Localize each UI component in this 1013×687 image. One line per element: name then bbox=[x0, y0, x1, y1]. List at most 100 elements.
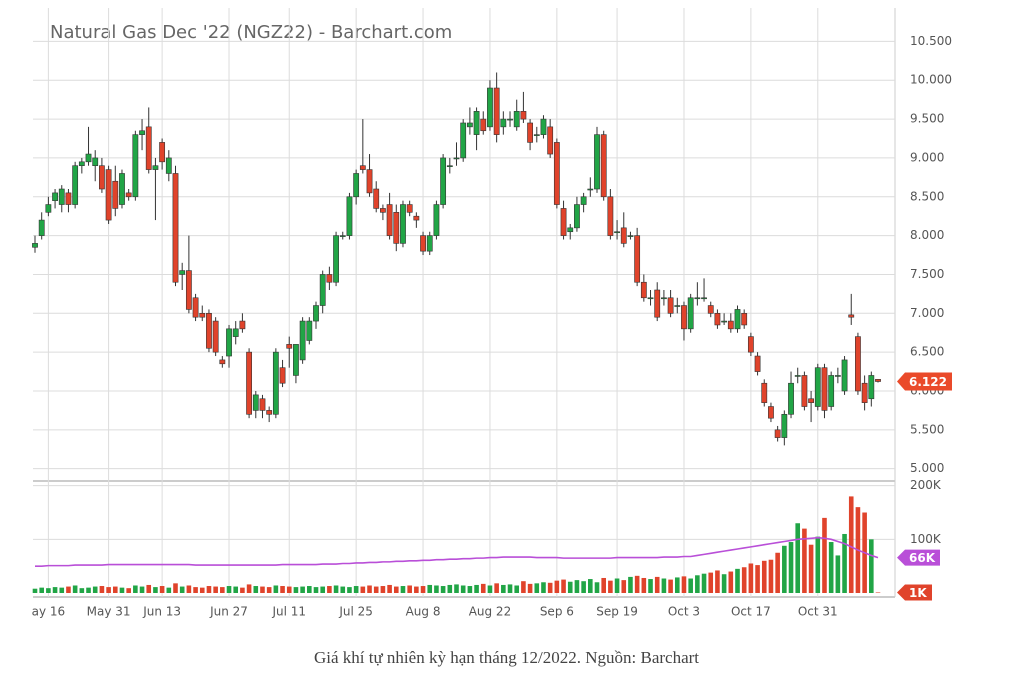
volume-bar bbox=[634, 575, 640, 593]
volume-bar bbox=[608, 580, 613, 593]
ma-marker-label: 66K bbox=[909, 551, 936, 565]
volume-bar bbox=[367, 585, 372, 593]
volume-bar bbox=[848, 496, 854, 593]
volume-bar bbox=[514, 585, 520, 593]
volume-bar bbox=[246, 584, 252, 593]
volume-bar bbox=[782, 545, 787, 593]
volume-bar bbox=[300, 586, 305, 593]
volume-bar bbox=[106, 587, 111, 593]
volume-bar bbox=[59, 587, 65, 593]
candle-body bbox=[707, 305, 714, 314]
candle-body bbox=[861, 382, 868, 403]
volume-bar bbox=[447, 584, 453, 593]
volume-bar bbox=[179, 586, 185, 593]
candle-body bbox=[326, 274, 333, 283]
candle-body bbox=[373, 188, 380, 209]
candle-body bbox=[65, 192, 72, 205]
volume-bar bbox=[266, 587, 272, 593]
volume-bar bbox=[521, 581, 526, 593]
y-tick-label: 8.500 bbox=[910, 189, 944, 203]
volume-ma-line bbox=[35, 536, 879, 567]
volume-marker-label: 1K bbox=[909, 586, 927, 600]
y-tick-label: 6.500 bbox=[910, 345, 944, 359]
volume-bar bbox=[628, 576, 633, 593]
volume-bar bbox=[380, 586, 386, 593]
candle-body bbox=[353, 173, 360, 198]
volume-bar bbox=[822, 517, 827, 593]
candle-body bbox=[313, 305, 319, 322]
candle-body bbox=[587, 188, 594, 191]
volume-bar bbox=[668, 579, 673, 593]
volume-bar bbox=[253, 586, 259, 593]
volume-bar bbox=[681, 576, 687, 593]
volume-bar bbox=[280, 586, 285, 593]
volume-bar bbox=[159, 586, 165, 593]
volume-bar bbox=[648, 579, 653, 593]
candle-body bbox=[232, 328, 239, 337]
x-tick-label: May 31 bbox=[87, 605, 131, 619]
candle-body bbox=[761, 382, 768, 403]
y-tick-label: 9.500 bbox=[910, 112, 944, 126]
y-tick-label: 7.000 bbox=[910, 306, 944, 320]
volume-bar bbox=[775, 552, 780, 593]
volume-bar bbox=[66, 586, 71, 593]
candle-body bbox=[768, 406, 774, 419]
volume-bar bbox=[193, 587, 198, 593]
volume-bar bbox=[220, 587, 225, 593]
volume-bar bbox=[561, 579, 566, 593]
candle-body bbox=[701, 297, 707, 300]
volume-bar bbox=[46, 588, 51, 593]
candle-body bbox=[72, 165, 79, 205]
candle-body bbox=[714, 313, 721, 326]
candle-body bbox=[259, 398, 266, 411]
volume-bar bbox=[808, 544, 814, 593]
candle-body bbox=[152, 165, 159, 170]
candle-body bbox=[346, 196, 353, 236]
candle-body bbox=[774, 429, 781, 438]
candle-body bbox=[393, 212, 400, 244]
x-tick-label: Aug 22 bbox=[469, 605, 512, 619]
volume-bar bbox=[233, 586, 239, 593]
volume-bar bbox=[307, 586, 312, 593]
candle-body bbox=[634, 235, 641, 283]
volume-bar bbox=[761, 560, 767, 593]
volume-bar bbox=[842, 533, 847, 593]
volume-bar bbox=[735, 568, 740, 593]
volume-bar bbox=[39, 587, 44, 593]
volume-bar bbox=[869, 539, 874, 593]
candle-body bbox=[607, 196, 614, 236]
volume-bar bbox=[688, 578, 693, 593]
candle-body bbox=[78, 161, 85, 167]
candle-body bbox=[661, 297, 667, 300]
volume-bar bbox=[313, 587, 319, 593]
candle-body bbox=[527, 122, 533, 143]
y-tick-label: 5.500 bbox=[910, 422, 944, 436]
volume-bar bbox=[567, 581, 573, 593]
candle-body bbox=[480, 118, 487, 132]
candle-body bbox=[359, 165, 366, 170]
volume-bar bbox=[393, 586, 399, 593]
candle-body bbox=[45, 204, 52, 213]
volume-bar bbox=[474, 584, 479, 593]
candle-body bbox=[105, 169, 112, 221]
volume-bar bbox=[795, 523, 801, 593]
candle-body bbox=[165, 157, 172, 174]
candle-body bbox=[333, 235, 339, 283]
candle-body bbox=[540, 118, 547, 135]
y-tick-label: 10.000 bbox=[910, 73, 952, 87]
volume-bar bbox=[487, 585, 493, 593]
candle-body bbox=[272, 351, 279, 415]
candle-body bbox=[513, 111, 520, 128]
candle-body bbox=[848, 314, 855, 318]
volume-bar bbox=[768, 559, 774, 593]
candle-body bbox=[727, 320, 734, 330]
ma-marker bbox=[897, 549, 940, 566]
volume-bar bbox=[554, 580, 560, 593]
volume-bar bbox=[32, 588, 38, 593]
candle-body bbox=[413, 215, 420, 221]
y2-tick-label: 200K bbox=[910, 478, 942, 492]
candle-body bbox=[219, 359, 226, 365]
x-tick-label: Jul 25 bbox=[338, 605, 373, 619]
x-tick-label: Oct 31 bbox=[798, 605, 838, 619]
